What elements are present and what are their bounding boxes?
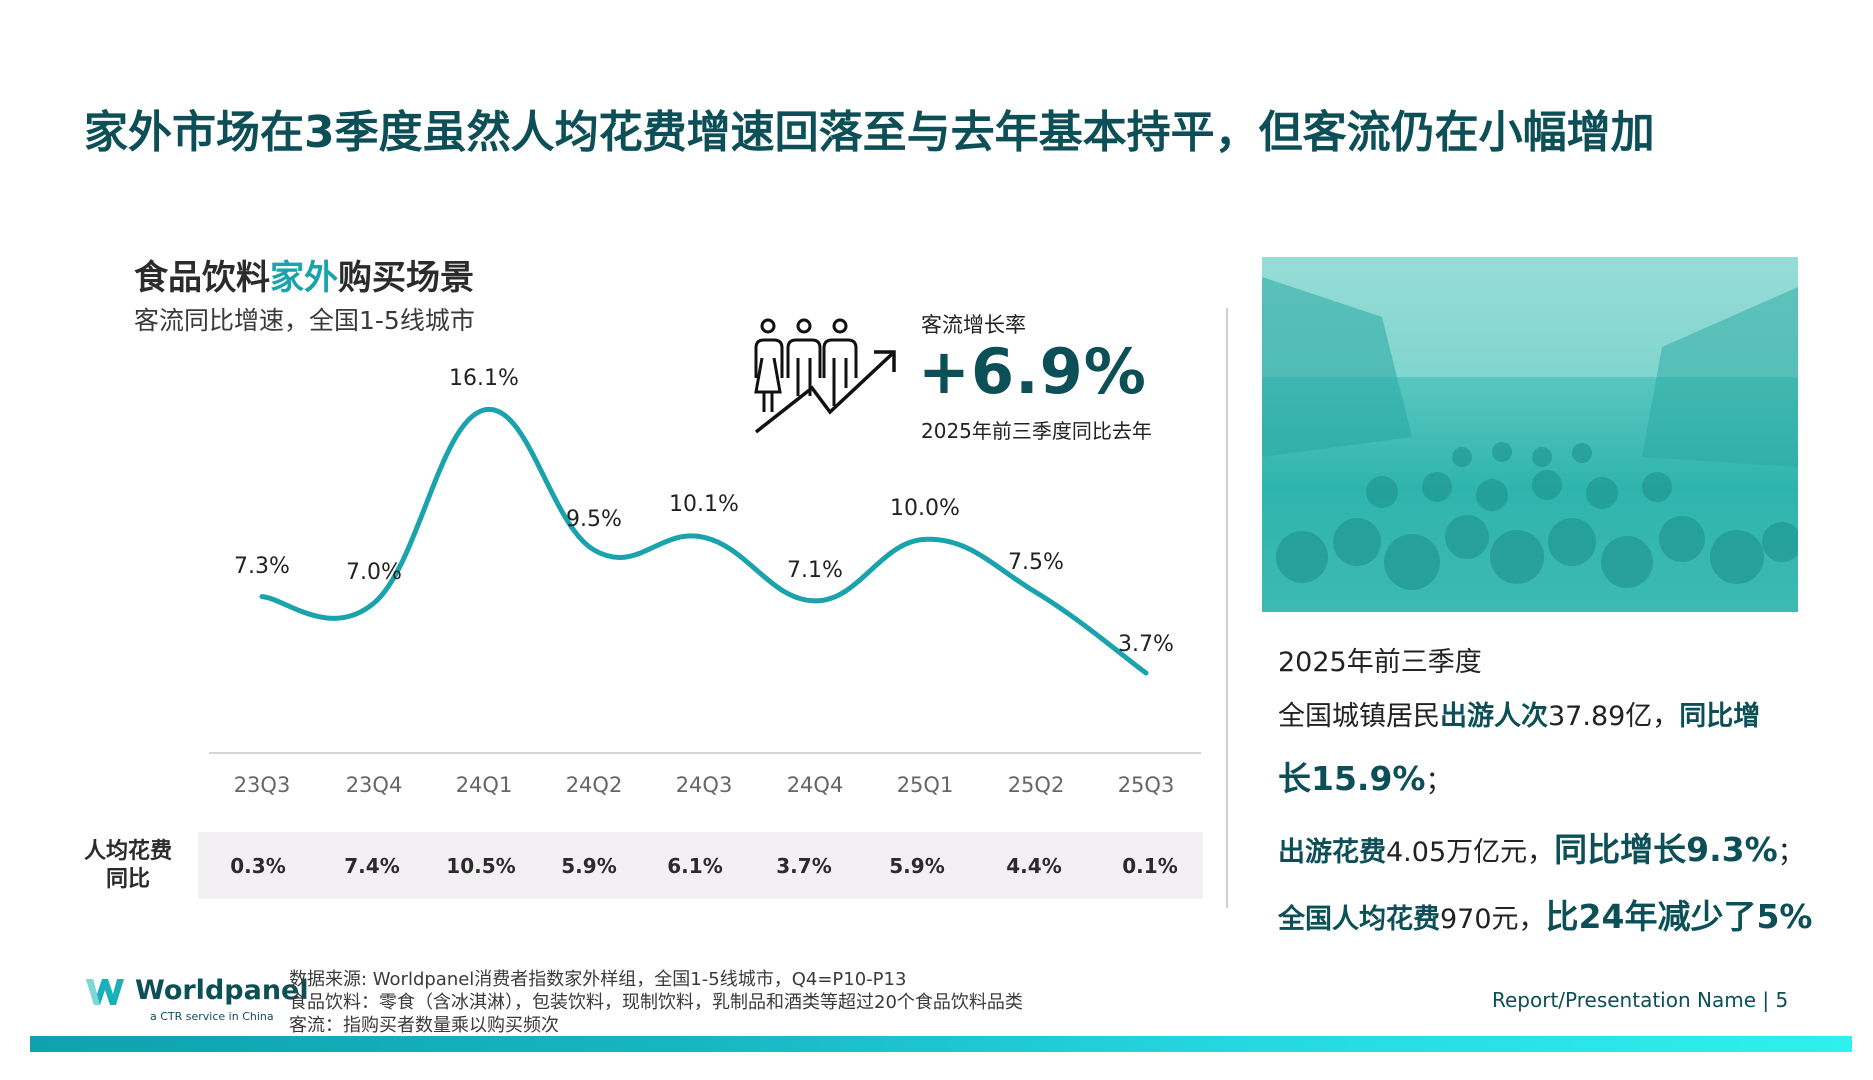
right-text-line5: 全国人均花费970元，比24年减少了5%	[1278, 890, 1813, 938]
data-label: 7.0%	[346, 560, 402, 585]
data-label: 7.3%	[234, 554, 290, 579]
x-tick-label: 25Q2	[1007, 773, 1065, 797]
people-growth-arrow-icon	[752, 318, 898, 434]
page-label: Report/Presentation Name | 5	[1492, 988, 1789, 1012]
right-text-line4: 出游花费4.05万亿元，同比增长9.3%；	[1278, 823, 1805, 871]
chart-title-highlight: 家外	[270, 258, 338, 298]
crowd-street-photo	[1262, 257, 1798, 612]
text-plain: 全国城镇居民	[1278, 701, 1440, 732]
right-text-line2: 全国城镇居民出游人次37.89亿，同比增	[1278, 694, 1760, 733]
text-bold: 出游人次	[1440, 701, 1548, 732]
footnote-source: 数据来源: Worldpanel消费者指数家外样组，全国1-5线城市，Q4=P1…	[289, 969, 907, 990]
chart-title-part1: 食品饮料	[134, 258, 270, 298]
footnote-definition-traffic: 客流：指购买者数量乘以购买频次	[289, 1015, 559, 1036]
logo-tagline: a CTR service in China	[150, 1010, 274, 1023]
x-tick-label: 24Q1	[455, 773, 513, 797]
spend-row-label-line2: 同比	[105, 867, 150, 892]
spend-cell: 3.7%	[776, 854, 832, 878]
text-bold: 长15.9%	[1278, 759, 1426, 798]
data-label: 7.5%	[1008, 550, 1064, 575]
kpi-note: 2025年前三季度同比去年	[921, 419, 1152, 443]
spend-row-label-line1: 人均花费	[83, 839, 172, 864]
logo-wordmark: Worldpanel	[135, 975, 309, 1006]
spend-row-label: 人均花费 同比	[72, 838, 184, 894]
text-tail: ；	[1425, 766, 1453, 797]
vertical-divider	[1226, 308, 1228, 908]
spend-cell: 10.5%	[446, 854, 516, 878]
data-label: 16.1%	[449, 366, 519, 391]
kpi-value: +6.9%	[918, 335, 1147, 408]
data-label: 9.5%	[566, 507, 622, 532]
x-tick-label: 25Q3	[1117, 773, 1175, 797]
text-bold: 出游花费	[1278, 837, 1386, 868]
spend-cell: 5.9%	[889, 854, 945, 878]
spend-cell: 7.4%	[344, 854, 400, 878]
spend-cell: 0.1%	[1122, 854, 1178, 878]
x-tick-label: 23Q3	[233, 773, 291, 797]
bottom-accent-bar	[30, 1036, 1852, 1052]
chart-title-part2: 购买场景	[338, 258, 474, 298]
spend-cell: 4.4%	[1006, 854, 1062, 878]
text-bold: 同比增长9.3%	[1554, 830, 1778, 869]
text-bold: 比24年减少了5%	[1545, 897, 1813, 936]
text-bold: 同比增	[1679, 701, 1761, 732]
right-text-line1: 2025年前三季度	[1278, 647, 1482, 678]
text-value: 4.05万亿元，	[1386, 837, 1555, 868]
data-label: 10.0%	[890, 496, 960, 521]
text-value: 37.89亿，	[1548, 701, 1680, 732]
worldpanel-logo-icon	[84, 976, 126, 1008]
spend-cell: 5.9%	[561, 854, 617, 878]
footnote-definition-food: 食品饮料：零食（含冰淇淋），包装饮料，现制饮料，乳制品和酒类等超过20个食品饮料…	[289, 992, 1023, 1013]
page-title: 家外市场在3季度虽然人均花费增速回落至与去年基本持平，但客流仍在小幅增加	[84, 107, 1655, 158]
text-tail: ；	[1777, 837, 1805, 868]
x-tick-label: 24Q3	[675, 773, 733, 797]
x-tick-label: 25Q1	[896, 773, 954, 797]
right-text-line3: 长15.9%；	[1278, 752, 1453, 800]
x-tick-label: 23Q4	[345, 773, 403, 797]
x-tick-label: 24Q2	[565, 773, 623, 797]
chart-subtitle: 客流同比增速，全国1-5线城市	[134, 306, 475, 335]
series-line	[259, 407, 1149, 676]
text-value: 970元，	[1440, 904, 1546, 935]
kpi-label: 客流增长率	[921, 313, 1026, 337]
spend-row-band	[198, 832, 1203, 899]
x-tick-label: 24Q4	[786, 773, 844, 797]
spend-cell: 6.1%	[667, 854, 723, 878]
text-bold: 全国人均花费	[1278, 904, 1440, 935]
chart-title: 食品饮料家外购买场景	[134, 250, 474, 299]
spend-cell: 0.3%	[230, 854, 286, 878]
data-label: 10.1%	[669, 492, 739, 517]
data-label: 3.7%	[1118, 632, 1174, 657]
data-label: 7.1%	[787, 558, 843, 583]
